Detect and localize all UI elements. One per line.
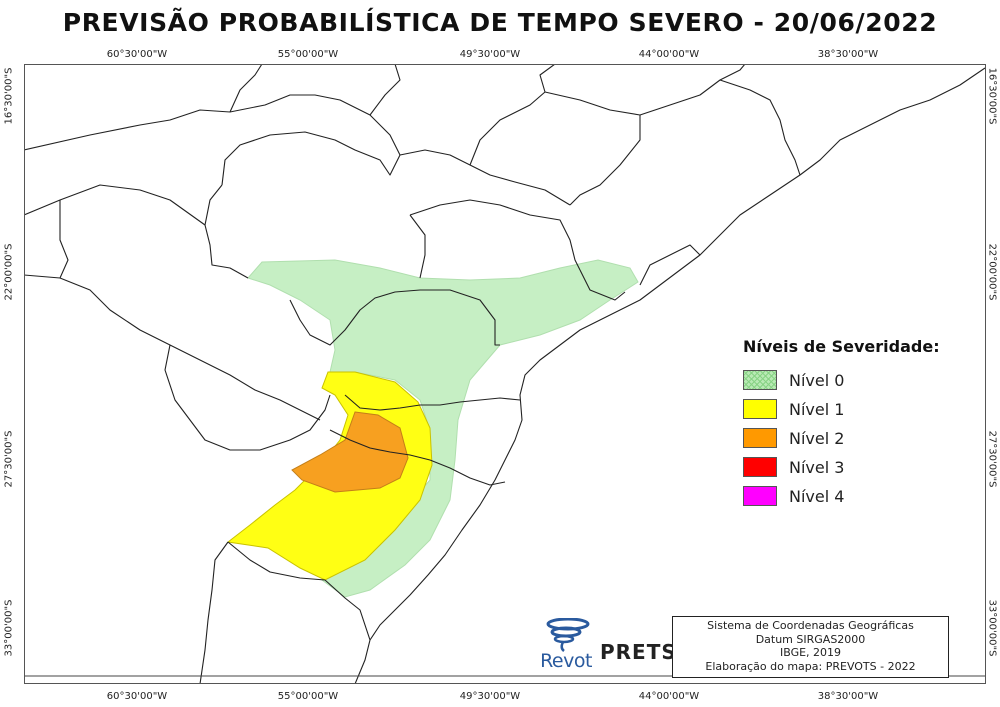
political-boundaries <box>24 64 986 684</box>
credit-line: Elaboração do mapa: PREVOTS - 2022 <box>705 659 916 673</box>
lat-tick-right: 27°30'00"S <box>986 430 998 488</box>
legend: Níveis de Severidade: Nível 0 Nível 1 Ní… <box>737 333 957 518</box>
severity-level-2-area <box>291 411 409 493</box>
legend-label: Nível 2 <box>789 428 845 448</box>
credit-line: Datum SIRGAS2000 <box>755 632 866 646</box>
lat-tick-left: 27°30'00"S <box>3 430 15 488</box>
legend-label: Nível 4 <box>789 486 845 506</box>
lon-tick-top: 60°30'00"W <box>106 49 168 60</box>
legend-swatch-level-3 <box>743 457 777 477</box>
legend-swatch-level-4 <box>743 486 777 506</box>
tornado-icon <box>546 617 590 652</box>
legend-item-level-4: Nível 4 <box>743 485 844 507</box>
legend-label: Nível 0 <box>789 370 845 390</box>
lon-tick-bottom: 38°30'00"W <box>817 691 879 702</box>
legend-swatch-level-2 <box>743 428 777 448</box>
lon-tick-bottom: 60°30'00"W <box>106 691 168 702</box>
legend-swatch-level-0 <box>743 370 777 390</box>
legend-item-level-3: Nível 3 <box>743 456 844 478</box>
lat-tick-left: 22°00'00"S <box>3 243 15 301</box>
lon-tick-top: 49°30'00"W <box>459 49 521 60</box>
lon-tick-top: 38°30'00"W <box>817 49 879 60</box>
lon-tick-bottom: 44°00'00"W <box>638 691 700 702</box>
legend-label: Nível 3 <box>789 457 845 477</box>
credits-box: Sistema de Coordenadas Geográficas Datum… <box>672 616 949 678</box>
legend-label: Nível 1 <box>789 399 845 419</box>
lat-tick-left: 16°30'00"S <box>3 67 15 125</box>
legend-title: Níveis de Severidade: <box>743 337 940 356</box>
lon-tick-top: 44°00'00"W <box>638 49 700 60</box>
legend-item-level-1: Nível 1 <box>743 398 844 420</box>
revot-logo-text: Revot <box>540 650 592 672</box>
lat-tick-right: 16°30'00"S <box>986 67 998 125</box>
credit-line: IBGE, 2019 <box>779 646 842 659</box>
legend-item-level-0: Nível 0 <box>743 369 844 391</box>
revot-logo: Revot <box>536 617 596 674</box>
map-canvas <box>24 64 986 684</box>
prevots-logo: PRETS <box>600 640 677 664</box>
lon-tick-bottom: 55°00'00"W <box>277 691 339 702</box>
lat-tick-right: 33°00'00"S <box>986 599 998 657</box>
map-title: PREVISÃO PROBABILÍSTICA DE TEMPO SEVERO … <box>62 8 938 37</box>
credit-line: Sistema de Coordenadas Geográficas <box>707 619 914 632</box>
lon-tick-top: 55°00'00"W <box>277 49 339 60</box>
lon-tick-bottom: 49°30'00"W <box>459 691 521 702</box>
lat-tick-left: 33°00'00"S <box>3 599 15 657</box>
map-frame <box>24 64 986 684</box>
legend-swatch-level-1 <box>743 399 777 419</box>
lat-tick-right: 22°00'00"S <box>986 243 998 301</box>
legend-item-level-2: Nível 2 <box>743 427 844 449</box>
